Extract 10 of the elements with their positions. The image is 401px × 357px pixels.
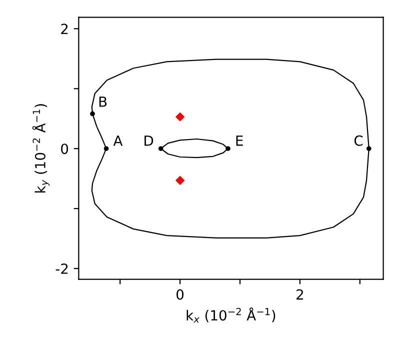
y-tick-label: 0: [61, 144, 68, 154]
y-tick-label: 2: [61, 24, 68, 34]
x-axis-title: k$_{x}$ (10$^{−2}$ Å$^{−1}$): [186, 307, 276, 323]
annotation: E: [236, 136, 243, 146]
annotation: C: [354, 135, 363, 146]
y-axis-title: k$_{y}$ (10$^{−2}$ Å$^{−1}$): [32, 104, 50, 193]
annotation: A: [113, 136, 123, 146]
annotation: B: [99, 96, 107, 107]
annotation: D: [144, 136, 154, 146]
y-tick-label: -2: [56, 263, 68, 274]
